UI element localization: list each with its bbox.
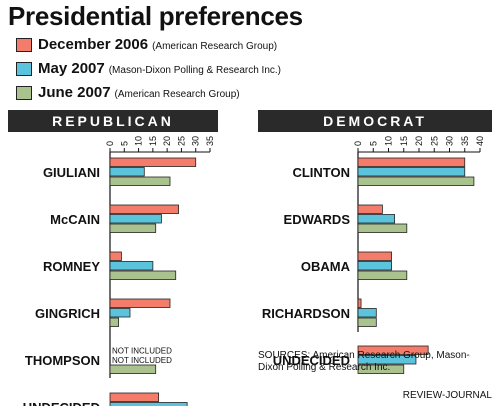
dem-bar-edwards-june-2007 xyxy=(357,223,408,233)
legend-swatch-december-2006 xyxy=(16,38,32,52)
sources-note: SOURCES: American Research Group, Mason-… xyxy=(258,350,470,373)
dem-bar-clinton-june-2007 xyxy=(357,176,475,186)
dem-category-label-richardson: RICHARDSON xyxy=(262,306,350,321)
rep-bar-giuliani-june-2007 xyxy=(109,176,171,186)
dem-tick-label-25: 25 xyxy=(429,136,439,146)
legend-source-may-2007: (Mason-Dixon Polling & Research Inc.) xyxy=(108,65,282,76)
rep-bar-thompson-june-2007 xyxy=(109,364,157,374)
rep-bar-romney-may-2007 xyxy=(109,261,154,271)
rep-not-included-note-may-2007: NOT INCLUDED xyxy=(112,356,172,365)
dem-tick-label-5: 5 xyxy=(368,141,378,146)
rep-tick-label-35: 35 xyxy=(205,136,215,146)
legend-swatch-may-2007 xyxy=(16,62,32,76)
dem-tick-label-35: 35 xyxy=(460,136,470,146)
rep-tick-label-30: 30 xyxy=(191,136,201,146)
rep-tick-label-10: 10 xyxy=(134,136,144,146)
rep-bar-gingrich-december-2006 xyxy=(109,298,171,308)
legend-source-december-2006: (American Research Group) xyxy=(152,41,278,52)
rep-bar-mccain-may-2007 xyxy=(109,214,162,224)
dem-bar-obama-may-2007 xyxy=(357,261,392,271)
dem-bar-edwards-may-2007 xyxy=(357,214,395,224)
democrat-panel-header: DEMOCRAT xyxy=(258,110,492,132)
rep-not-included-note-december-2006: NOT INCLUDED xyxy=(112,347,172,356)
rep-category-label-gingrich: GINGRICH xyxy=(35,306,100,321)
rep-bar-giuliani-may-2007 xyxy=(109,167,145,177)
rep-bar-undecided-december-2006 xyxy=(109,392,159,402)
dem-category-label-edwards: EDWARDS xyxy=(284,212,351,227)
rep-tick-label-25: 25 xyxy=(176,136,186,146)
rep-category-label-romney: ROMNEY xyxy=(43,259,100,274)
dem-bar-clinton-december-2006 xyxy=(357,157,466,167)
rep-category-label-giuliani: GIULIANI xyxy=(43,165,100,180)
rep-bar-undecided-may-2007 xyxy=(109,402,188,406)
rep-bar-mccain-december-2006 xyxy=(109,204,179,214)
rep-tick-label-20: 20 xyxy=(162,136,172,146)
dem-bar-edwards-december-2006 xyxy=(357,204,383,214)
legend-swatch-june-2007 xyxy=(16,86,32,100)
legend-source-june-2007: (American Research Group) xyxy=(114,89,240,100)
rep-tick-label-5: 5 xyxy=(119,141,129,146)
dem-bar-undecided-december-2006 xyxy=(357,345,429,355)
rep-bar-giuliani-december-2006 xyxy=(109,157,197,167)
dem-bar-undecided-june-2007 xyxy=(357,364,405,374)
dem-tick-label-30: 30 xyxy=(445,136,455,146)
republican-panel-header: REPUBLICAN xyxy=(8,110,218,132)
rep-tick-label-15: 15 xyxy=(148,136,158,146)
dem-category-label-undecided: UNDECIDED xyxy=(273,353,350,368)
chart-title: Presidential preferences xyxy=(8,1,303,31)
dem-bar-obama-december-2006 xyxy=(357,251,392,261)
dem-tick-label-15: 15 xyxy=(399,136,409,146)
rep-bar-gingrich-may-2007 xyxy=(109,308,131,318)
dem-tick-label-0: 0 xyxy=(353,141,363,146)
legend-label-may-2007: May 2007 xyxy=(38,60,105,77)
dem-bar-obama-june-2007 xyxy=(357,270,408,280)
rep-category-label-mccain: McCAIN xyxy=(50,212,100,227)
dem-tick-label-10: 10 xyxy=(384,136,394,146)
dem-bar-richardson-may-2007 xyxy=(357,308,377,318)
rep-category-label-thompson: THOMPSON xyxy=(25,353,100,368)
rep-bar-romney-december-2006 xyxy=(109,251,122,261)
dem-category-label-obama: OBAMA xyxy=(301,259,351,274)
rep-category-label-undecided: UNDECIDED xyxy=(23,400,100,406)
dem-bar-undecided-may-2007 xyxy=(357,355,417,365)
rep-bar-gingrich-june-2007 xyxy=(109,317,119,327)
legend-label-december-2006: December 2006 xyxy=(38,36,149,53)
rep-bar-romney-june-2007 xyxy=(109,270,177,280)
dem-bar-richardson-december-2006 xyxy=(357,298,362,308)
dem-category-label-clinton: CLINTON xyxy=(292,165,350,180)
rep-bar-mccain-june-2007 xyxy=(109,223,157,233)
legend-label-june-2007: June 2007 xyxy=(38,84,111,101)
dem-bar-clinton-may-2007 xyxy=(357,167,466,177)
rep-tick-label-0: 0 xyxy=(105,141,115,146)
dem-bar-richardson-june-2007 xyxy=(357,317,377,327)
dem-tick-label-40: 40 xyxy=(475,136,485,146)
dem-tick-label-20: 20 xyxy=(414,136,424,146)
credit-line: REVIEW-JOURNAL xyxy=(402,390,492,401)
